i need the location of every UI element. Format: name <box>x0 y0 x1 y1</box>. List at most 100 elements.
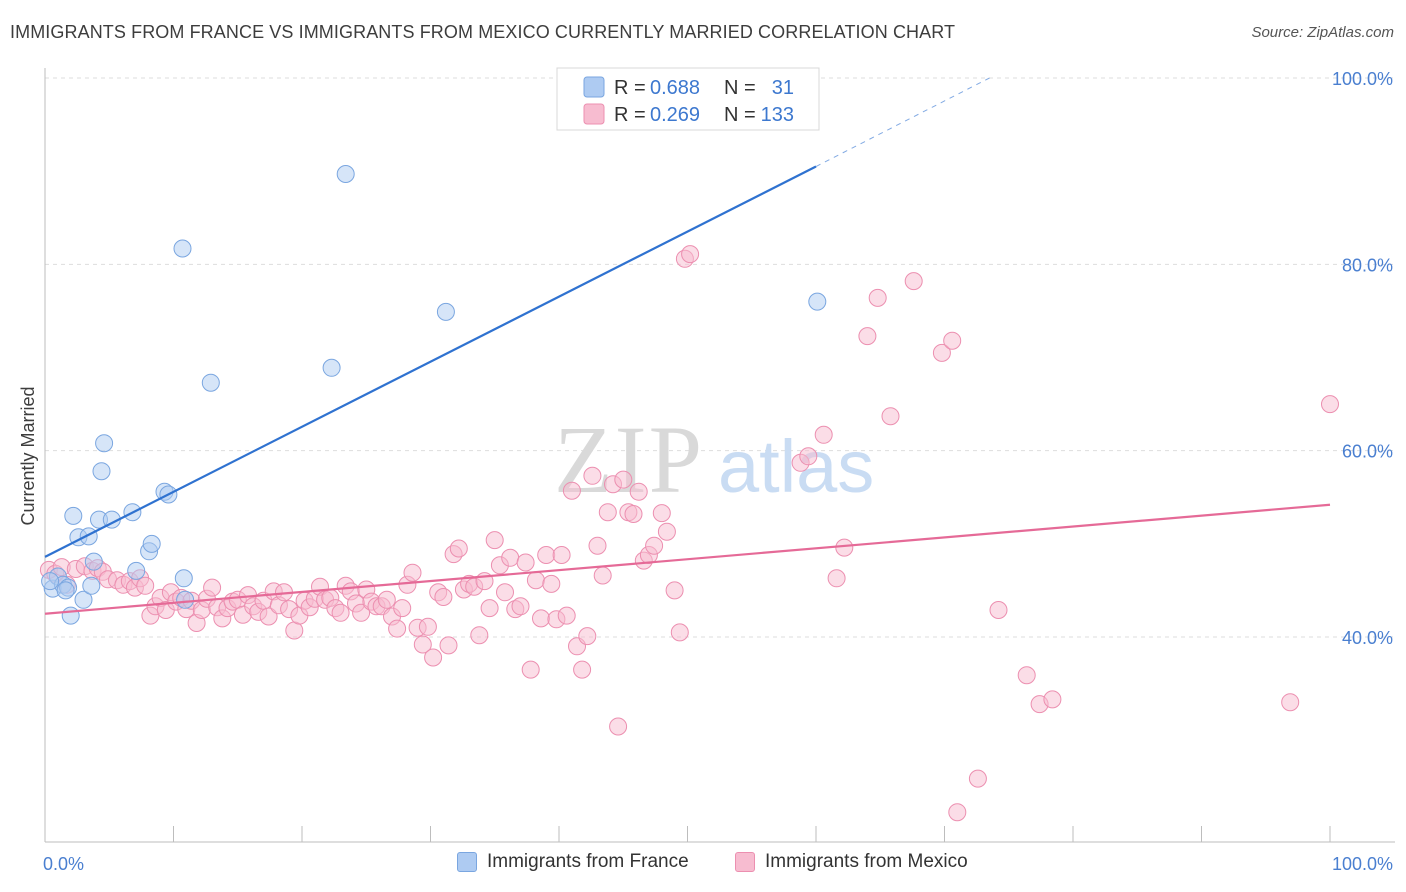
bottom-legend-mexico-swatch <box>735 852 755 872</box>
france-point <box>74 590 93 609</box>
mexico-trend-line <box>44 503 1331 615</box>
mexico-point <box>424 648 443 667</box>
mexico-point <box>562 481 581 500</box>
france-point <box>173 239 192 258</box>
x-tick-label-100: 100.0% <box>1332 854 1393 874</box>
y-tick-label-80: 80.0% <box>1342 255 1393 275</box>
legend-mexico-r-value: 0.269 <box>650 104 700 126</box>
mexico-point <box>657 522 676 541</box>
mexico-point <box>136 576 155 595</box>
mexico-point <box>827 569 846 588</box>
legend-mexico-swatch <box>583 103 605 125</box>
mexico-point <box>1281 693 1300 712</box>
france-point <box>82 576 101 595</box>
mexico-point <box>881 407 900 426</box>
y-axis-title: Currently Married <box>18 386 38 525</box>
mexico-point <box>418 617 437 636</box>
bottom-legend-mexico-label: Immigrants from Mexico <box>765 851 968 872</box>
legend-france-n-label: N = <box>724 77 761 99</box>
bottom-legend-france[interactable]: Immigrants from France <box>457 851 689 873</box>
mexico-point <box>858 327 877 346</box>
france-point <box>176 590 195 609</box>
legend-france-r-value: 0.688 <box>650 77 700 99</box>
mexico-point <box>393 599 412 618</box>
bottom-legend-mexico[interactable]: Immigrants from Mexico <box>735 851 968 873</box>
mexico-point <box>624 505 643 523</box>
legend-france-n-value: 31 <box>772 77 794 99</box>
mexico-series <box>39 245 1339 822</box>
mexico-point <box>609 717 628 736</box>
top-legend: R = 0.688 N = 31 R = 0.269 N = 133 <box>556 67 820 131</box>
mexico-point <box>799 447 818 466</box>
mexico-point <box>1043 690 1062 709</box>
mexico-point <box>449 539 468 558</box>
france-point <box>127 561 146 580</box>
france-point <box>174 569 193 588</box>
x-tick-label-0: 0.0% <box>43 854 84 874</box>
legend-france-swatch <box>583 76 605 98</box>
mexico-point <box>501 548 520 567</box>
mexico-point <box>652 504 671 523</box>
mexico-point <box>598 503 617 522</box>
mexico-point <box>521 660 540 679</box>
mexico-point <box>670 623 689 642</box>
france-point <box>92 462 111 481</box>
france-point <box>808 292 827 311</box>
france-point <box>61 606 80 625</box>
mexico-point <box>557 606 576 625</box>
france-point <box>336 165 355 183</box>
mexico-point <box>968 769 987 788</box>
mexico-point <box>588 536 607 555</box>
legend-mexico-n-value: 133 <box>761 104 794 126</box>
mexico-point <box>593 566 612 585</box>
bottom-legend-france-swatch <box>457 852 477 872</box>
france-series <box>41 165 827 625</box>
mexico-point <box>552 546 571 564</box>
france-point <box>41 572 60 591</box>
mexico-point <box>814 425 833 444</box>
mexico-point <box>1017 666 1036 685</box>
mexico-point <box>259 607 278 626</box>
legend-mexico-r-label: R = <box>614 104 651 126</box>
y-tick-label-100: 100.0% <box>1332 69 1393 89</box>
y-tick-label-40: 40.0% <box>1342 628 1393 648</box>
source-credit: Source: ZipAtlas.com <box>1251 24 1394 41</box>
france-point <box>64 506 83 525</box>
mexico-point <box>583 466 602 485</box>
france-trend-line <box>44 165 817 558</box>
france-point <box>95 434 114 453</box>
mexico-point <box>526 571 545 590</box>
france-point <box>56 581 75 600</box>
grid-lines <box>45 77 1395 638</box>
mexico-point <box>516 553 535 572</box>
mexico-point <box>480 599 499 618</box>
mexico-point <box>413 635 432 654</box>
mexico-point <box>537 546 556 564</box>
mexico-point <box>470 626 489 645</box>
france-point <box>84 552 103 571</box>
y-tick-label-60: 60.0% <box>1342 442 1393 462</box>
mexico-point <box>511 597 530 616</box>
mexico-point <box>532 609 550 628</box>
mexico-point <box>485 531 504 550</box>
mexico-point <box>614 470 633 489</box>
mexico-point <box>578 627 597 646</box>
trend-lines <box>44 77 1331 615</box>
mexico-point <box>868 288 887 307</box>
mexico-point <box>388 619 407 638</box>
france-trend-extension <box>815 77 990 167</box>
mexico-point <box>203 578 222 597</box>
mexico-point <box>835 538 854 557</box>
legend-mexico-n-label: N = <box>724 104 761 126</box>
legend-france-r-label: R = <box>614 77 651 99</box>
mexico-point <box>1321 395 1339 414</box>
mexico-point <box>434 588 453 606</box>
france-point <box>436 302 455 321</box>
mexico-point <box>403 563 422 582</box>
axes <box>44 68 1395 843</box>
france-point <box>322 358 341 377</box>
mexico-point <box>377 590 396 609</box>
france-point <box>79 527 98 546</box>
mexico-point <box>681 245 700 264</box>
